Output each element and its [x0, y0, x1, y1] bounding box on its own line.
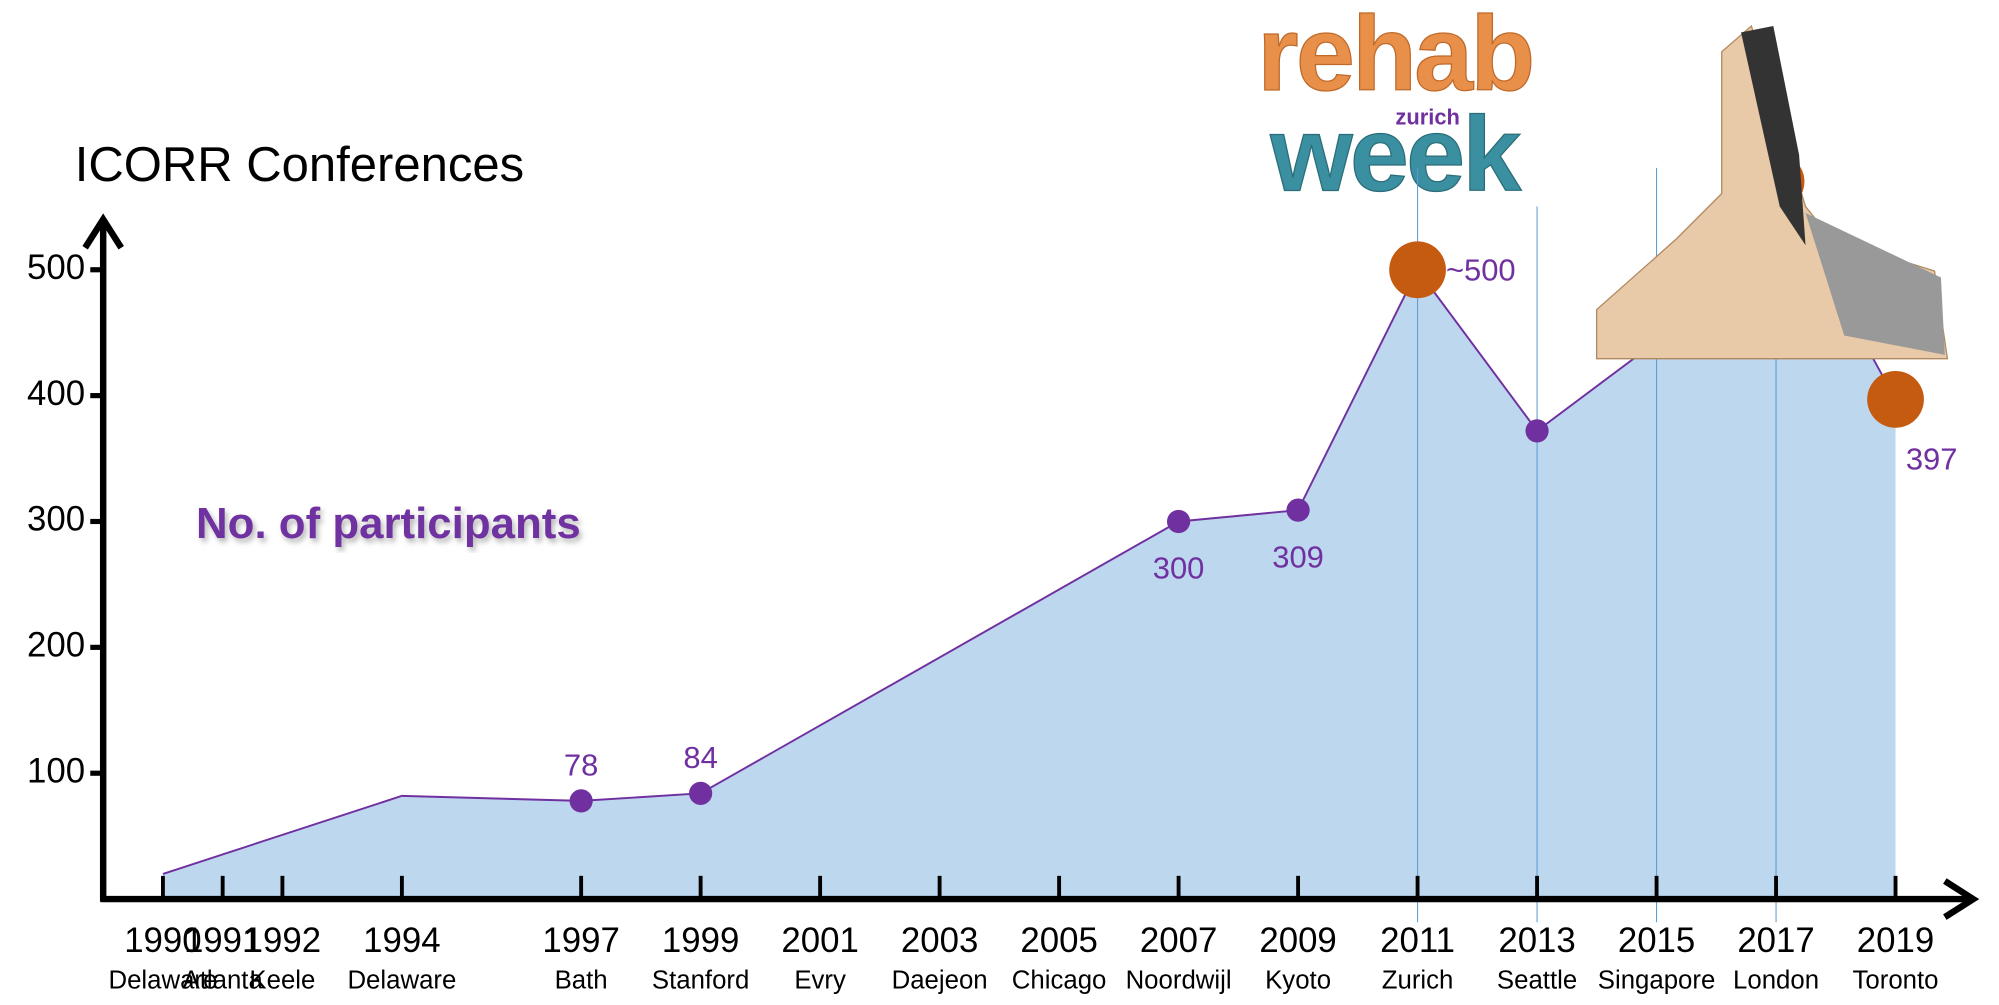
x-tick-label: 1997 — [542, 921, 619, 960]
value-label: 84 — [683, 740, 717, 775]
y-tick-label: 400 — [27, 374, 85, 413]
value-label: ~500 — [1446, 253, 1516, 288]
value-label: 78 — [564, 748, 598, 783]
x-tick-label: 2003 — [901, 921, 978, 960]
y-tick-label: 500 — [27, 248, 85, 287]
x-tick-label: 2013 — [1498, 921, 1575, 960]
x-tick-label: 2009 — [1259, 921, 1336, 960]
robot-hand-image — [1595, 24, 1949, 360]
x-tick-sublabel: Keele — [249, 966, 315, 994]
logo-text: zurich — [1395, 105, 1460, 130]
x-tick-sublabel: Seattle — [1497, 966, 1577, 994]
x-tick-label: 2011 — [1380, 921, 1455, 960]
y-tick-label: 100 — [27, 751, 85, 790]
x-tick-sublabel: London — [1733, 966, 1819, 994]
x-axis-arrow — [1943, 878, 1980, 920]
value-label: 309 — [1272, 539, 1324, 574]
x-tick-sublabel: Chicago — [1012, 966, 1107, 994]
point — [689, 781, 713, 805]
x-tick-label: 2005 — [1020, 921, 1097, 960]
x-tick-sublabel: Noordwijl — [1126, 966, 1232, 994]
x-tick-sublabel: Daejeon — [892, 966, 988, 994]
point — [1286, 498, 1310, 522]
x-tick-sublabel: Kyoto — [1265, 966, 1331, 994]
y-tick-label: 200 — [27, 626, 85, 665]
logo-text: week — [1269, 96, 1521, 214]
point — [569, 789, 593, 813]
value-label: 300 — [1153, 551, 1205, 586]
x-tick-label: 1992 — [244, 921, 321, 960]
x-tick-label: 2015 — [1618, 921, 1695, 960]
x-tick-sublabel: Atlanta — [183, 966, 264, 994]
x-tick-sublabel: Stanford — [652, 966, 749, 994]
x-tick-sublabel: Singapore — [1598, 966, 1716, 994]
area — [162, 181, 1896, 900]
logo: rehab zurich week — [1257, 0, 1536, 214]
point — [1525, 419, 1549, 443]
y-axis-arrow — [82, 213, 124, 250]
annotation: No. of participants — [196, 499, 581, 548]
x-tick-label: 1994 — [363, 921, 440, 960]
x-tick-label: 2017 — [1737, 921, 1814, 960]
value-label: 397 — [1906, 441, 1958, 476]
x-tick-label: 2007 — [1140, 921, 1217, 960]
point — [1166, 509, 1191, 534]
x-tick-sublabel: Toronto — [1853, 966, 1939, 994]
point — [1389, 241, 1446, 299]
x-tick-label: 2019 — [1857, 921, 1934, 960]
x-tick-sublabel: Delaware — [108, 966, 217, 994]
x-tick-sublabel: Zurich — [1382, 966, 1454, 994]
x-tick-sublabel: Bath — [555, 966, 608, 994]
y-tick-label: 300 — [27, 500, 85, 539]
x-tick-label: 1991 — [184, 921, 261, 960]
x-tick-sublabel: Evry — [794, 966, 846, 994]
chart-title: ICORR Conferences — [75, 138, 524, 192]
logo-text: rehab — [1257, 0, 1532, 113]
x-tick-label: 1999 — [662, 921, 739, 960]
x-tick-label: 1990 — [124, 921, 201, 960]
point — [1867, 371, 1924, 428]
x-tick-sublabel: Delaware — [347, 966, 456, 994]
x-tick-label: 2001 — [781, 921, 858, 960]
